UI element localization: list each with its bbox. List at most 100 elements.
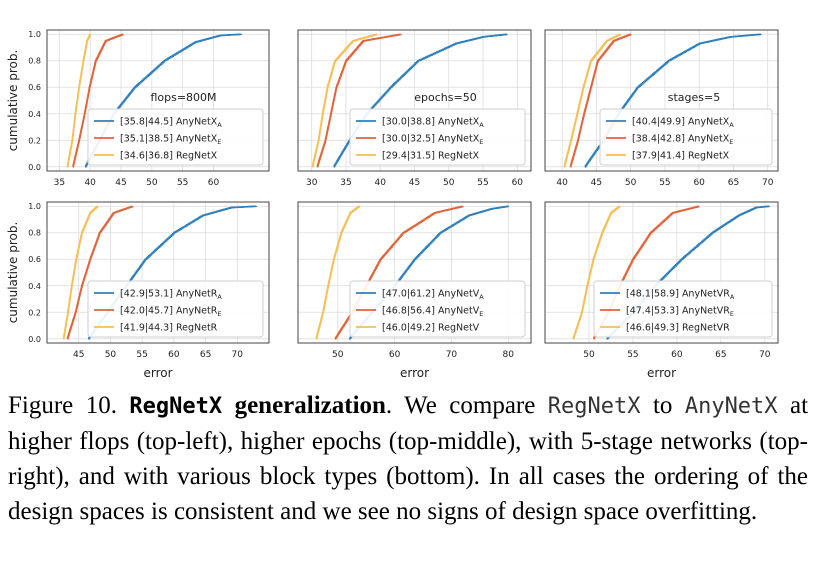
caption-figure-number: Figure 10. [8, 392, 117, 419]
axes-frame [544, 201, 779, 344]
x-tick-label: 45 [409, 178, 420, 188]
legend-label-AnyNetXA: [30.0|38.8] AnyNetXA [382, 117, 484, 130]
legend: [47.0|61.2] AnyNetVA [46.8|56.4] AnyNetVE… [349, 280, 526, 338]
legend-label-AnyNetVRA: [48.1|58.9] AnyNetVRA [626, 289, 735, 302]
legend-text: [35.1|38.5] AnyNetX [120, 134, 218, 145]
y-tick-label: 0.4 [28, 282, 41, 291]
legend-text: [42.9|53.1] AnyNetR [120, 289, 218, 300]
x-tick-label: 60 [512, 178, 524, 188]
x-tick-label: 55 [177, 178, 188, 188]
x-tick-label: 40 [556, 178, 568, 188]
legend-subscript: A [730, 293, 735, 301]
legend-subscript: A [479, 293, 484, 301]
legend-label-AnyNetRA: [42.9|53.1] AnyNetRA [120, 289, 222, 302]
legend-text: [30.0|32.5] AnyNetX [382, 134, 480, 145]
legend-subscript: E [479, 138, 483, 146]
x-tick-label: 70 [446, 350, 458, 360]
figure-caption: Figure 10. RegNetX generalization. We co… [8, 388, 808, 529]
legend-label-AnyNetXE: [30.0|32.5] AnyNetXE [382, 134, 483, 147]
legend-text: [37.9|41.4] RegNetX [632, 151, 730, 162]
legend-text: [35.8|44.5] AnyNetX [120, 117, 218, 128]
legend: [30.0|38.8] AnyNetXA [30.0|32.5] AnyNetXE… [349, 108, 526, 166]
x-tick-label: 45 [73, 350, 84, 360]
x-tick-label: 30 [306, 178, 318, 188]
legend-subscript: A [479, 121, 484, 129]
legend-label-AnyNetXE: [38.4|42.8] AnyNetXE [632, 134, 733, 147]
series-line-RegNetX [311, 33, 378, 168]
y-tick-label: 0.8 [28, 57, 41, 66]
x-tick-label: 80 [503, 350, 515, 360]
y-tick-label: 1.0 [28, 202, 41, 211]
x-tick-label: 60 [671, 350, 683, 360]
caption-mono-1: RegNetX [547, 394, 641, 419]
figure-panels: 35 40 45 50 55 60 0.0 0.2 0.4 0.6 0.8 1.0 flops=800M… [6, 29, 779, 380]
legend-label-RegNetR: [41.9|44.3] RegNetR [120, 323, 218, 334]
y-tick-label: 0.6 [28, 255, 41, 264]
y-tick-label: 0.0 [28, 335, 41, 344]
legend-box [349, 280, 526, 338]
legend-text: [29.4|31.5] RegNetX [382, 151, 480, 162]
legend-text: [42.0|45.7] AnyNetR [120, 306, 218, 317]
legend-text: [30.0|38.8] AnyNetX [382, 117, 480, 128]
y-tick-label: 0.4 [28, 110, 41, 119]
series-line-AnyNetXE [72, 33, 124, 168]
legend-text: [46.8|56.4] AnyNetV [382, 306, 480, 317]
series-line-RegNetVR [572, 205, 621, 340]
legend-label-AnyNetXA: [35.8|44.5] AnyNetXA [120, 117, 222, 130]
legend-subscript: A [217, 121, 222, 129]
axes-frame [46, 201, 270, 344]
caption-text-2: to [652, 392, 673, 419]
x-tick-label: 55 [659, 178, 670, 188]
y-axis-label: cumulative prob. [6, 222, 20, 324]
legend-text: [47.0|61.2] AnyNetV [382, 289, 480, 300]
x-tick-label: 65 [715, 350, 726, 360]
legend-text: [46.6|49.3] RegNetVR [626, 323, 730, 334]
legend-text: [48.1|58.9] AnyNetVR [626, 289, 730, 300]
x-tick-label: 35 [340, 178, 351, 188]
caption-title-mono: RegNetX [129, 394, 223, 419]
x-tick-label: 50 [332, 350, 344, 360]
legend-text: [34.6|36.8] RegNetX [120, 151, 218, 162]
legend-text: [40.4|49.9] AnyNetX [632, 117, 730, 128]
legend-subscript: E [217, 138, 221, 146]
y-axis-label: cumulative prob. [6, 50, 20, 152]
caption-text-1: . We compare [385, 392, 536, 419]
series-line-AnyNetRE [66, 205, 134, 340]
caption-mono-2: AnyNetX [684, 394, 778, 419]
legend-box [87, 280, 264, 338]
series-line-RegNetX [66, 33, 92, 168]
legend-subscript: A [217, 293, 222, 301]
x-tick-label: 60 [389, 350, 401, 360]
x-tick-label: 40 [84, 178, 96, 188]
series-line-RegNetX [563, 33, 622, 168]
y-tick-label: 1.0 [28, 30, 41, 39]
x-tick-label: 70 [762, 178, 774, 188]
x-tick-label: 70 [759, 350, 771, 360]
x-tick-label: 65 [728, 178, 739, 188]
chart-panel-5: 50 60 70 80 [47.0|61.2] AnyNetVA [46.8|56.4] … [297, 201, 532, 360]
y-tick-label: 0.2 [28, 308, 41, 317]
legend: [40.4|49.9] AnyNetXA [38.4|42.8] AnyNetXE… [599, 108, 773, 166]
series-line-RegNetV [315, 205, 361, 340]
legend-label-RegNetX: [37.9|41.4] RegNetX [632, 151, 730, 162]
legend-subscript: E [729, 138, 733, 146]
chart-panel-4: 45 50 55 60 65 70 0.0 0.2 0.4 0.6 0.8 1.0 [42.9|53.1… [28, 201, 270, 360]
legend-label-AnyNetXE: [35.1|38.5] AnyNetXE [120, 134, 221, 147]
y-tick-label: 0.6 [28, 83, 41, 92]
x-axis-label: error [647, 366, 676, 380]
x-tick-label: 45 [115, 178, 126, 188]
legend-text: [41.9|44.3] RegNetR [120, 323, 218, 334]
legend-text: [46.0|49.2] RegNetV [382, 323, 480, 334]
chart-panel-1: 35 40 45 50 55 60 0.0 0.2 0.4 0.6 0.8 1.0 flops=800M… [28, 29, 270, 188]
caption-title: generalization [234, 392, 386, 419]
y-tick-label: 0.8 [28, 229, 41, 238]
legend-label-AnyNetXA: [40.4|49.9] AnyNetXA [632, 117, 734, 130]
x-tick-label: 55 [477, 178, 488, 188]
x-tick-label: 50 [146, 178, 158, 188]
axes-frame [297, 201, 532, 344]
caption-text-3: at higher flops (top-left), higher epoch… [8, 392, 809, 525]
legend-label-RegNetV: [46.0|49.2] RegNetV [382, 323, 480, 334]
legend-label-AnyNetVRE: [47.4|53.3] AnyNetVRE [626, 306, 734, 319]
x-tick-label: 60 [168, 350, 180, 360]
x-tick-label: 60 [208, 178, 220, 188]
